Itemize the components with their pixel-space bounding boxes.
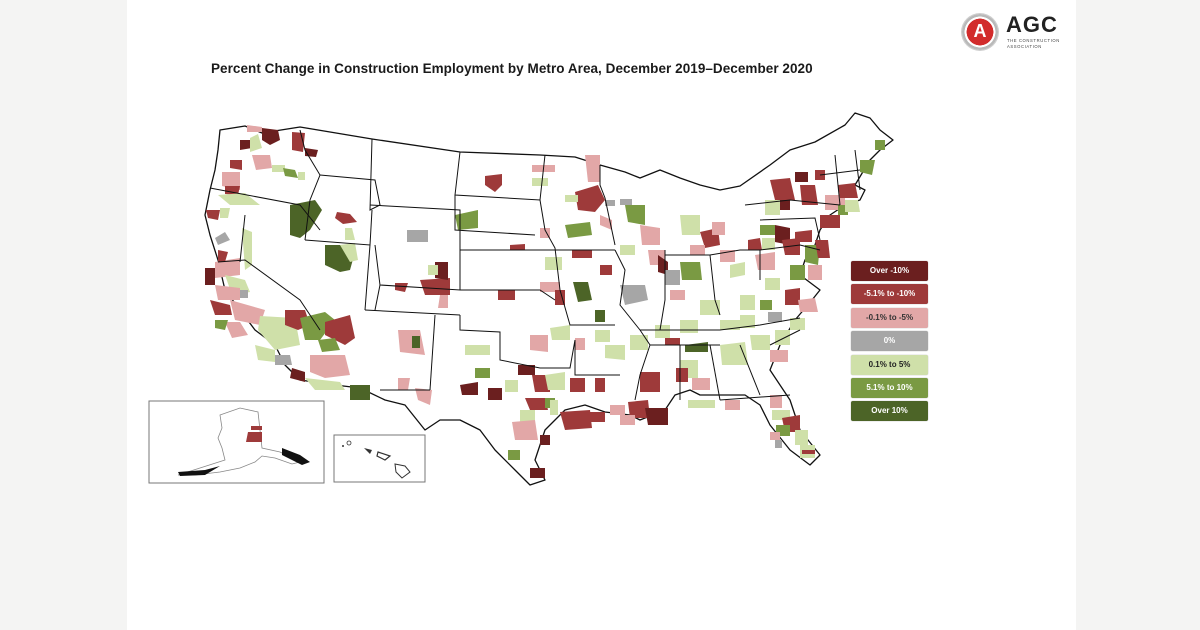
alaska-outline <box>177 407 302 476</box>
agc-logo: A AGC The Construction Association <box>960 12 1072 54</box>
legend-item-0-1-to-5: 0.1% to 5% <box>851 354 928 375</box>
legend-item-over-neg-10: Over -10% <box>851 261 928 281</box>
metro-seattle <box>262 128 280 145</box>
legend-item-neg-0-1-to-neg-5: -0.1% to -5% <box>851 307 928 328</box>
agc-seal-icon: A <box>962 14 998 50</box>
chart-title: Percent Change in Construction Employmen… <box>211 61 813 76</box>
legend-item-zero: 0% <box>851 331 928 352</box>
logo-tagline: The Construction Association <box>1007 38 1060 49</box>
legend-item-neg-5-to-neg-10: -5.1% to -10% <box>851 284 928 305</box>
legend-item-5-1-to-10: 5.1% to 10% <box>851 377 928 398</box>
legend: Over -10% -5.1% to -10% -0.1% to -5% 0% … <box>851 261 928 425</box>
us-metro-map <box>148 112 894 486</box>
state-boundaries <box>209 129 861 401</box>
metro-areas <box>205 125 885 478</box>
logo-name: AGC <box>1006 12 1058 37</box>
seal-letter: A <box>973 21 987 41</box>
legend-item-over-10: Over 10% <box>851 401 928 422</box>
alaska-inset <box>148 400 325 484</box>
hawaii-inset <box>333 434 426 483</box>
